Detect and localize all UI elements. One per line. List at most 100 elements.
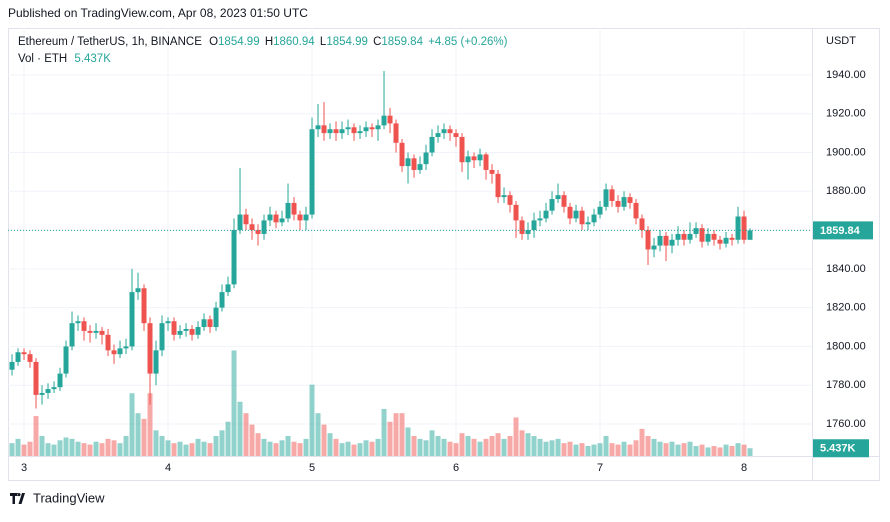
volume-bar: [555, 438, 561, 456]
volume-bar: [501, 438, 507, 456]
volume-bar: [441, 438, 447, 456]
change-pct: (+0.26%): [461, 36, 508, 48]
candle-body: [315, 125, 321, 130]
candle-body: [675, 233, 681, 240]
volume-bar: [327, 433, 333, 456]
volume-bar: [27, 441, 33, 456]
volume-bar: [87, 444, 93, 456]
candle-body: [231, 230, 237, 285]
candle-body: [549, 199, 555, 211]
candle-body: [423, 152, 429, 165]
symbol: Ethereum / TetherUS, 1h, BINANCE: [18, 36, 202, 48]
volume-bar: [585, 446, 591, 456]
candle-body: [363, 127, 369, 132]
candle-body: [621, 197, 627, 207]
volume-bar: [9, 443, 15, 456]
y-axis-label: USDT: [826, 35, 856, 47]
volume-bar: [267, 441, 273, 456]
candle-body: [285, 202, 291, 219]
volume-bar: [693, 446, 699, 456]
volume-bar: [171, 443, 177, 456]
candle-body: [369, 127, 375, 130]
candle-body: [291, 202, 297, 215]
volume-bar: [525, 433, 531, 456]
volume-bar: [411, 436, 417, 456]
volume-bar: [339, 443, 345, 456]
candle-body: [447, 129, 453, 134]
volume-title: Vol · ETH: [18, 53, 67, 65]
high-value: 1860.94: [273, 36, 315, 48]
candle-body: [399, 142, 405, 167]
candle-body: [441, 129, 447, 134]
candle-body: [735, 216, 741, 240]
candle-body: [159, 323, 165, 351]
candle-body: [9, 361, 15, 370]
candle-body: [453, 133, 459, 137]
candle-body: [141, 288, 147, 324]
candle-body: [747, 230, 753, 240]
volume-bar: [291, 441, 297, 456]
candle-body: [225, 284, 231, 293]
prefix: O: [209, 36, 218, 48]
volume-bar: [375, 438, 381, 456]
candle-body: [603, 189, 609, 207]
volume-bar: [159, 436, 165, 456]
volume-bar: [321, 424, 327, 456]
volume-bar: [129, 393, 135, 456]
candle-body: [351, 127, 357, 134]
x-tick-label: 8: [741, 462, 747, 474]
candle-body: [429, 136, 435, 153]
volume-bar: [435, 436, 441, 456]
volume-bar: [243, 413, 249, 456]
candle-body: [375, 125, 381, 130]
candle-body: [297, 214, 303, 221]
candle-body: [711, 233, 717, 240]
candle-body: [213, 307, 219, 328]
volume-bar: [357, 443, 363, 456]
candle-body: [27, 354, 33, 362]
candle-body: [39, 392, 45, 395]
candle-body: [525, 230, 531, 234]
candle-body: [633, 202, 639, 219]
published-note: Published on TradingView.com, Apr 08, 20…: [8, 6, 308, 20]
candle-body: [507, 195, 513, 205]
candle-body: [69, 323, 75, 347]
chart-frame: [8, 28, 880, 481]
volume-bar: [723, 444, 729, 456]
candle-body: [135, 288, 141, 293]
volume-bar: [489, 436, 495, 456]
volume-bar: [219, 430, 225, 456]
volume-bar: [249, 424, 255, 456]
y-tick-label: 1840.00: [826, 263, 866, 275]
y-tick-label: 1760.00: [826, 418, 866, 430]
candle-body: [273, 214, 279, 223]
candle-body: [465, 156, 471, 163]
candle-body: [651, 245, 657, 250]
volume-bar: [507, 436, 513, 456]
candle-body: [123, 346, 129, 349]
volume-bar: [45, 443, 51, 456]
volume-bar: [333, 438, 339, 456]
volume-bar: [627, 444, 633, 456]
prefix: H: [265, 36, 273, 48]
volume-bar: [429, 430, 435, 456]
low-value: 1854.99: [326, 36, 368, 48]
candle-body: [165, 321, 171, 324]
volume-bar: [615, 444, 621, 456]
volume-bar: [123, 436, 129, 456]
last-price-label: 1859.84: [820, 225, 861, 237]
candle-body: [567, 206, 573, 219]
volume-bar: [279, 440, 285, 456]
candle-body: [345, 127, 351, 130]
candle-body: [585, 222, 591, 225]
x-tick-label: 3: [21, 462, 27, 474]
volume-bar: [537, 438, 543, 456]
volume-bar: [453, 443, 459, 456]
candle-body: [147, 323, 153, 374]
last-volume-label: 5.437K: [820, 443, 856, 455]
candle-body: [561, 195, 567, 207]
volume-bar: [597, 443, 603, 456]
candle-body: [321, 125, 327, 134]
candle-body: [63, 346, 69, 374]
